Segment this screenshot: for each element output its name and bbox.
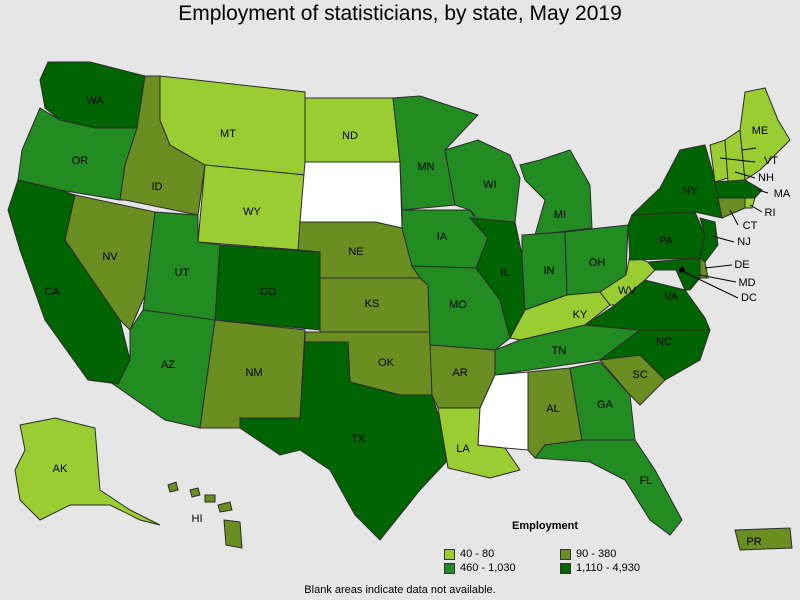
state-PR[interactable] (734, 527, 793, 551)
state-FL[interactable] (534, 439, 683, 536)
label-OK: OK (378, 357, 395, 369)
legend-label: 460 - 1,030 (460, 562, 516, 574)
state-SD[interactable] (299, 161, 403, 229)
label-PR: PR (746, 536, 761, 548)
legend-label: 40 - 80 (460, 548, 495, 560)
label-GA: GA (597, 399, 614, 411)
map-title: Employment of statisticians, by state, M… (178, 2, 622, 25)
label-IL: IL (500, 267, 509, 279)
state-TX[interactable] (239, 341, 449, 541)
state-AK[interactable] (14, 417, 161, 526)
state-MD[interactable] (646, 257, 701, 291)
label-WI: WI (483, 179, 496, 191)
label-ME: ME (752, 125, 769, 137)
label-WV: WV (618, 285, 636, 297)
label-MO: MO (449, 299, 467, 311)
label-UT: UT (175, 267, 190, 279)
label-CT: CT (743, 220, 758, 232)
state-CT[interactable] (717, 197, 746, 219)
label-MA: MA (774, 188, 791, 200)
label-DE: DE (734, 259, 749, 271)
label-TX: TX (351, 433, 366, 445)
legend-title: Employment (512, 520, 579, 532)
label-KY: KY (573, 309, 588, 321)
label-NM: NM (245, 367, 262, 379)
label-KS: KS (365, 298, 380, 310)
label-NJ: NJ (737, 236, 750, 248)
label-VT: VT (764, 155, 778, 167)
label-CO: CO (260, 286, 277, 298)
label-ID: ID (152, 181, 163, 193)
legend-swatch (560, 562, 571, 574)
footnote: Blank areas indicate data not available. (304, 584, 496, 596)
label-TN: TN (552, 345, 567, 357)
label-IN: IN (544, 265, 555, 277)
state-NY[interactable] (630, 144, 723, 219)
label-MI: MI (554, 209, 566, 221)
state-MA[interactable] (714, 179, 763, 199)
legend-swatch (560, 548, 571, 560)
label-AZ: AZ (161, 359, 175, 371)
label-RI: RI (765, 207, 776, 219)
state-MI[interactable] (519, 149, 593, 236)
label-WY: WY (243, 206, 261, 218)
label-OH: OH (589, 257, 606, 269)
label-LA: LA (456, 443, 470, 455)
label-MT: MT (220, 128, 236, 140)
label-OR: OR (72, 155, 89, 167)
label-PA: PA (659, 235, 674, 247)
label-AR: AR (452, 367, 467, 379)
label-NV: NV (102, 251, 118, 263)
state-GA[interactable] (569, 361, 636, 441)
label-IA: IA (437, 231, 448, 243)
label-NY: NY (682, 185, 698, 197)
legend-swatch (444, 562, 455, 574)
state-ME[interactable] (739, 87, 791, 181)
label-AL: AL (546, 403, 559, 415)
state-HI[interactable] (167, 481, 243, 549)
state-DC[interactable] (678, 266, 686, 274)
label-NC: NC (656, 336, 672, 348)
label-AK: AK (53, 463, 68, 475)
label-MD: MD (738, 277, 755, 289)
label-WA: WA (86, 95, 104, 107)
label-NE: NE (348, 246, 363, 258)
label-DC: DC (741, 292, 757, 304)
legend-label: 1,110 - 4,930 (576, 562, 641, 574)
label-SC: SC (632, 369, 647, 381)
legend-item: 1,110 - 4,930 (560, 562, 640, 574)
legend-item: 460 - 1,030 (444, 562, 516, 574)
label-HI: HI (192, 513, 203, 525)
label-CA: CA (44, 286, 60, 298)
legend-swatch (444, 548, 455, 560)
legend-item: 40 - 80 (444, 548, 494, 560)
label-NH: NH (758, 172, 774, 184)
legend-item: 90 - 380 (560, 548, 616, 560)
label-VA: VA (664, 291, 679, 303)
label-ND: ND (342, 130, 358, 142)
label-FL: FL (640, 475, 653, 487)
label-MN: MN (417, 161, 434, 173)
legend-label: 90 - 380 (576, 548, 617, 560)
